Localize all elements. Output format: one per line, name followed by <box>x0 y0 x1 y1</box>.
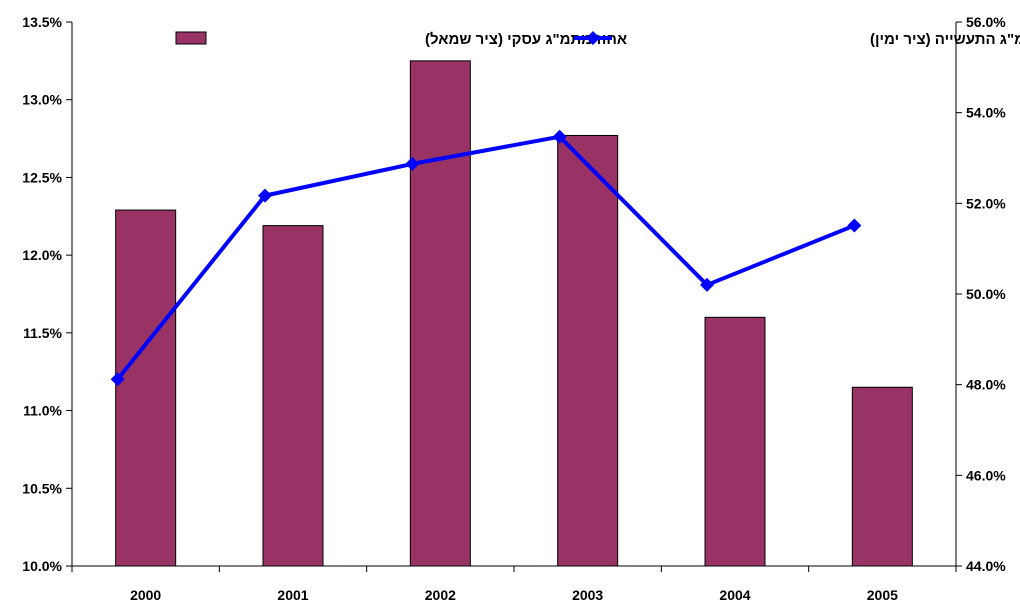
right-tick-label: 48.0% <box>966 377 1006 393</box>
left-tick-label: 13.5% <box>22 14 62 30</box>
x-tick-label: 2000 <box>130 587 161 603</box>
left-tick-label: 11.5% <box>23 325 62 341</box>
left-tick-label: 11.0% <box>23 403 62 419</box>
bar <box>115 209 177 567</box>
series-line <box>116 134 856 381</box>
line-point-marker <box>405 156 420 171</box>
line-point-marker <box>700 277 714 292</box>
right-tick-label: 56.0% <box>966 14 1006 30</box>
x-tick-label: 2002 <box>425 587 456 603</box>
right-tick-label: 54.0% <box>966 105 1006 121</box>
x-tick-label: 2005 <box>867 587 898 603</box>
x-tick-label: 2004 <box>719 587 750 603</box>
bar <box>851 386 913 567</box>
line-point-marker <box>847 218 862 233</box>
right-tick-label: 50.0% <box>966 286 1006 302</box>
left-tick-label: 10.5% <box>22 480 62 496</box>
legend-marker-diamond <box>586 31 600 45</box>
legend-swatch-bar <box>175 31 207 45</box>
bar <box>557 134 619 567</box>
line-point-marker <box>258 188 272 203</box>
x-tick-label: 2003 <box>572 587 603 603</box>
legend: אחוז מתמ"ג עסקי (ציר שמאל) אחוז מתמ"ג הת… <box>175 31 1020 48</box>
bar <box>262 225 324 567</box>
left-tick-label: 12.0% <box>22 247 62 263</box>
bars-layer <box>115 60 913 567</box>
legend-label-line: אחוז מתמ"ג התעשייה (ציר ימין) <box>870 31 1020 48</box>
right-tick-label: 52.0% <box>966 195 1006 211</box>
legend-label-bar: אחוז מתמ"ג עסקי (ציר שמאל) <box>425 31 627 48</box>
left-tick-label: 13.0% <box>22 92 62 108</box>
axes-layer: 10.0% 10.5% 11.0% 11.5% 12.0% 12.5% 13.0% 13.5%… <box>22 14 1006 603</box>
line-layer <box>110 129 862 387</box>
bar <box>409 60 471 567</box>
bar <box>704 316 766 567</box>
line-point-marker <box>552 129 567 144</box>
right-tick-label: 44.0% <box>966 558 1006 574</box>
left-tick-label: 10.0% <box>22 558 62 574</box>
line-point-marker <box>110 372 125 387</box>
x-tick-label: 2001 <box>277 587 308 603</box>
right-tick-label: 46.0% <box>966 467 1006 483</box>
left-tick-label: 12.5% <box>22 169 62 185</box>
